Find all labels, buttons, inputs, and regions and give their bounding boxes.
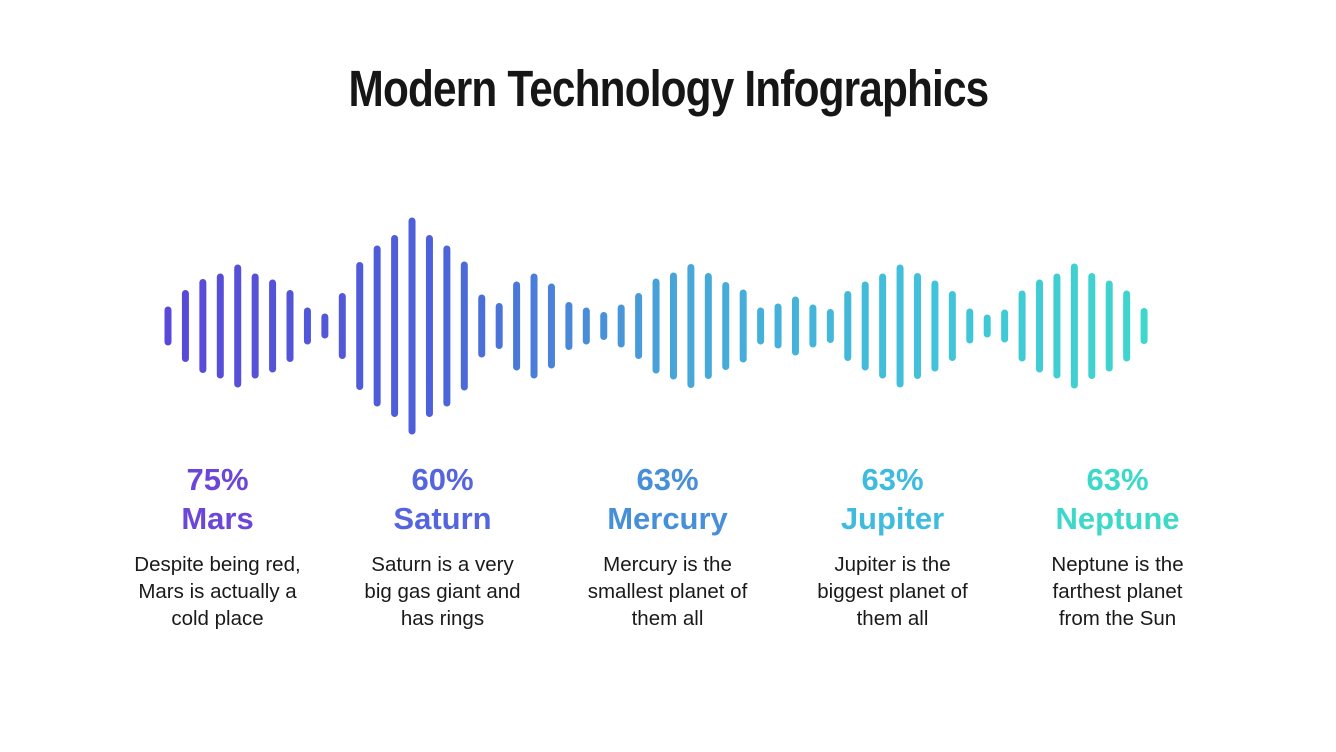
stat-card-mercury: 63% Mercury Mercury is the smallest plan…: [555, 462, 780, 632]
stat-description-mercury: Mercury is the smallest planet of them a…: [587, 553, 748, 630]
page-title-text: Modern Technology Infographics: [348, 60, 989, 117]
stat-card-mars: 75% Mars Despite being red, Mars is actu…: [105, 462, 330, 632]
stat-planet-name-saturn: Saturn: [393, 501, 492, 536]
stat-card-saturn: 60% Saturn Saturn is a very big gas gian…: [330, 462, 555, 632]
stat-planet-name-mercury: Mercury: [607, 501, 728, 536]
stat-percent-neptune: 63%: [1086, 462, 1149, 497]
stat-planet-name-neptune: Neptune: [1055, 501, 1180, 536]
waveform-chart: [164, 217, 1148, 435]
stat-description-saturn: Saturn is a very big gas giant and has r…: [364, 553, 521, 630]
stat-card-jupiter: 63% Jupiter Jupiter is the biggest plane…: [780, 462, 1005, 632]
stat-percent-mercury: 63%: [636, 462, 699, 497]
stat-description-jupiter: Jupiter is the biggest planet of them al…: [817, 553, 968, 630]
stat-card-neptune: 63% Neptune Neptune is the farthest plan…: [1005, 462, 1230, 632]
stat-description-mars: Despite being red, Mars is actually a co…: [134, 553, 301, 630]
stat-planet-name-jupiter: Jupiter: [840, 501, 945, 536]
page-title: Modern Technology Infographics: [0, 58, 1336, 126]
stat-percent-mars: 75%: [186, 462, 249, 497]
stat-percent-saturn: 60%: [411, 462, 474, 497]
stat-planet-name-mars: Mars: [181, 501, 254, 536]
stat-percent-jupiter: 63%: [861, 462, 924, 497]
stats-row: 75% Mars Despite being red, Mars is actu…: [105, 462, 1230, 632]
stat-description-neptune: Neptune is the farthest planet from the …: [1051, 553, 1184, 630]
